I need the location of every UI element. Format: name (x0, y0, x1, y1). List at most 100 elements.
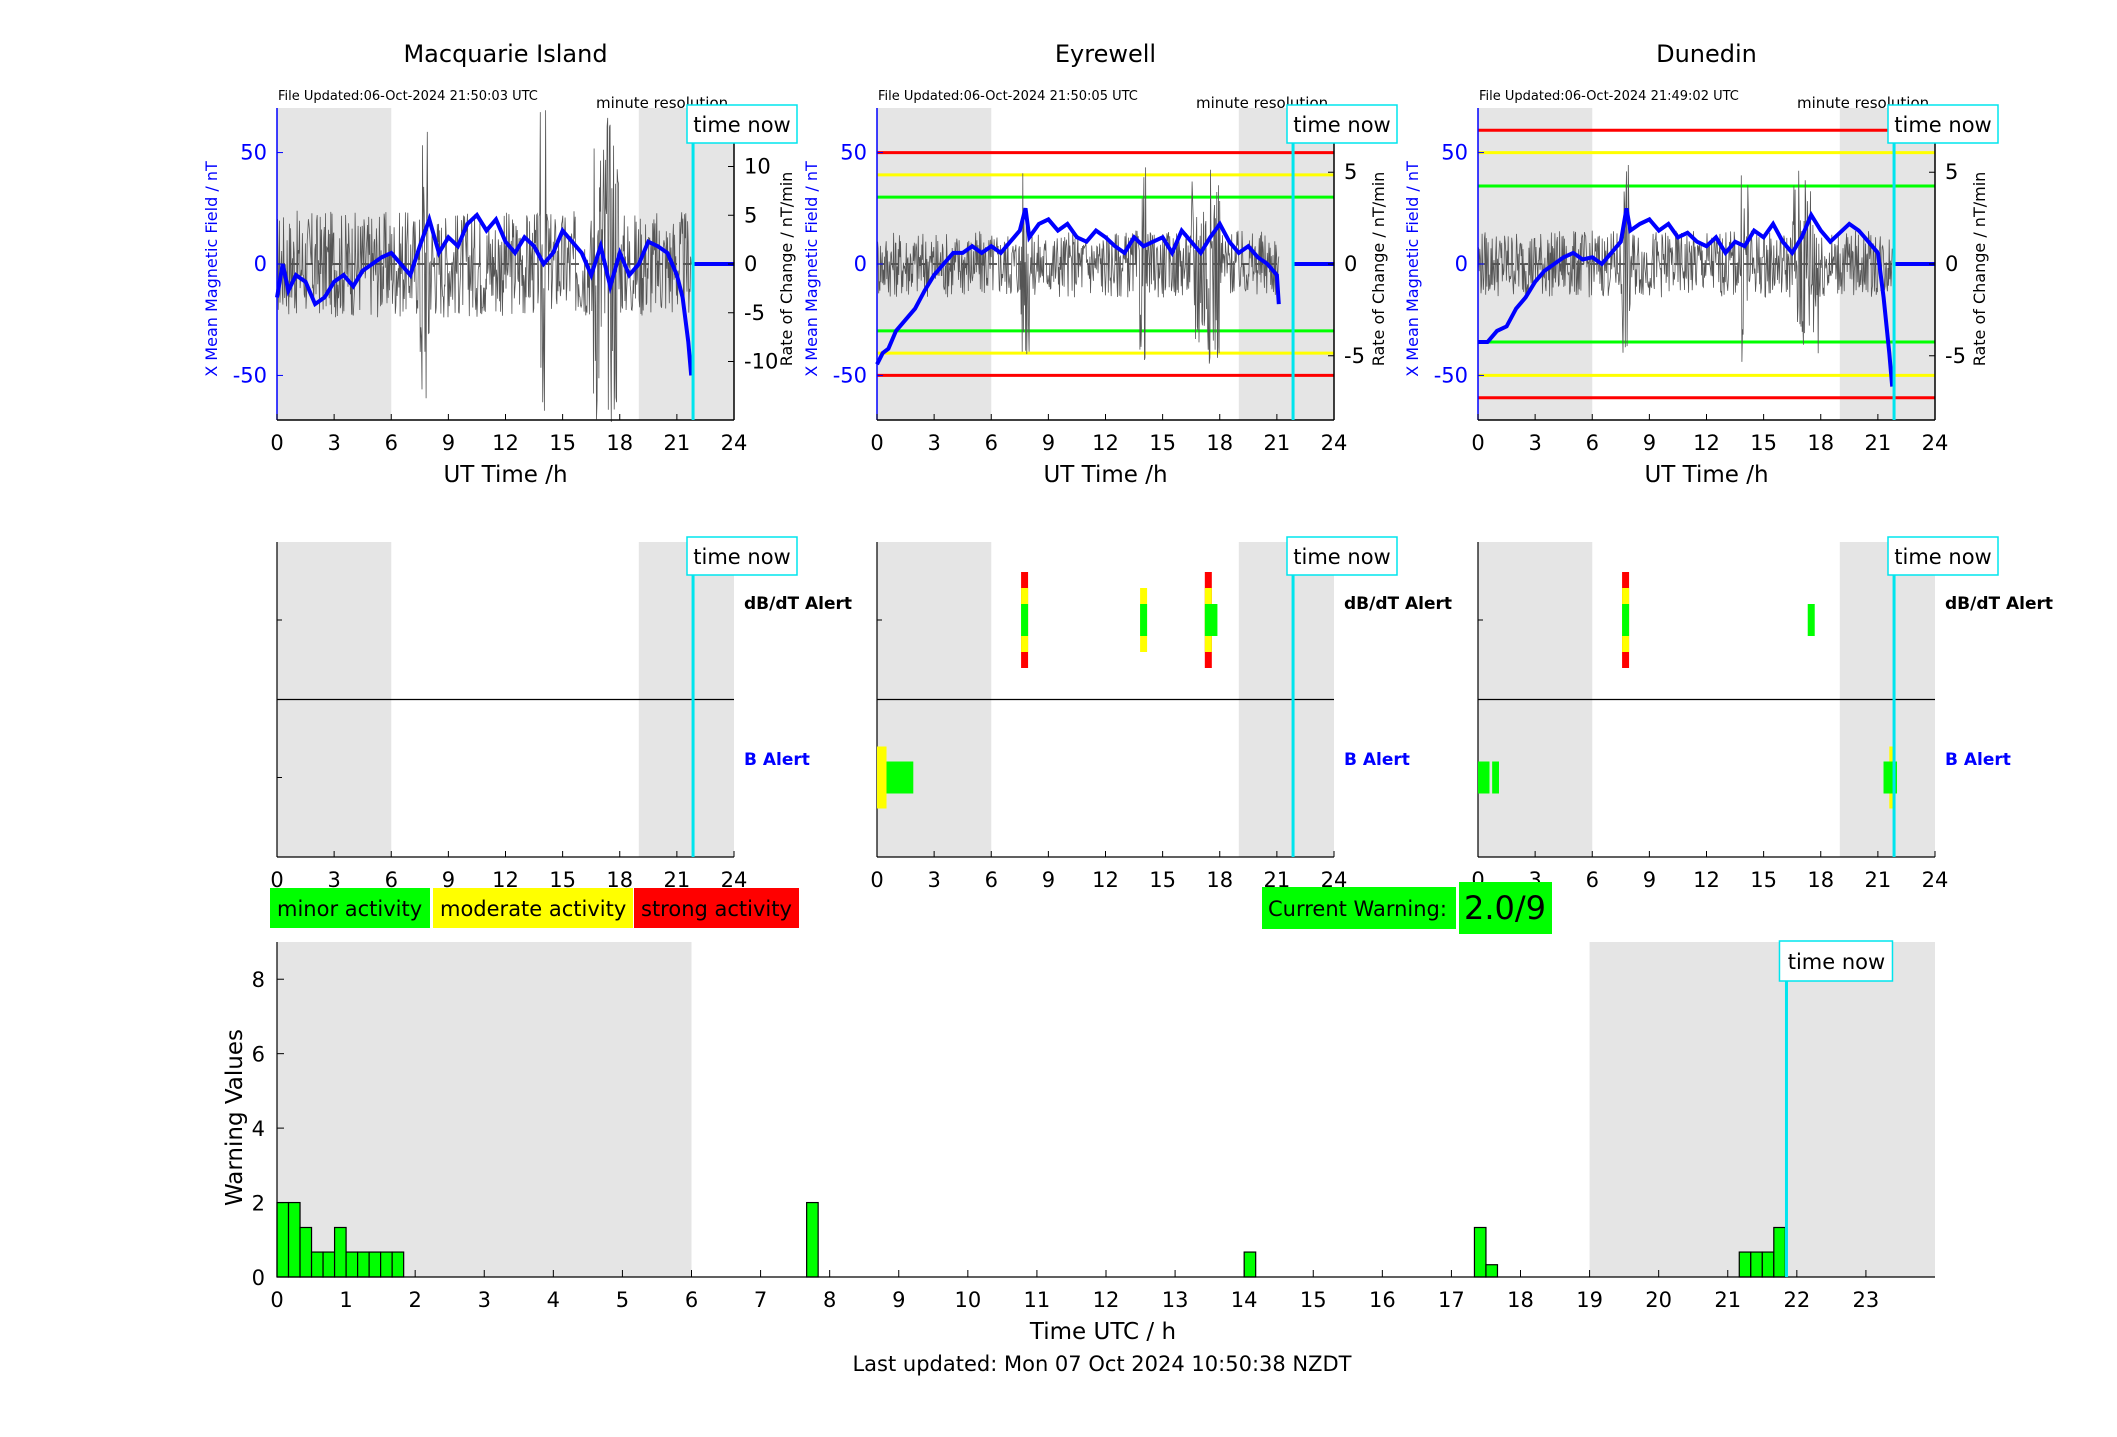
warning-bar (276, 1201, 290, 1278)
left-tick-label: 50 (240, 141, 267, 165)
time-now-label: time now (1293, 113, 1390, 137)
file-updated: File Updated:06-Oct-2024 21:49:02 UTC (1479, 89, 1739, 104)
b-alert-mark (886, 761, 914, 794)
x-axis-label: Time UTC / h (1029, 1319, 1176, 1345)
warning-bar (310, 1251, 324, 1278)
warning-bar (1761, 1251, 1775, 1278)
warning-bar (391, 1251, 405, 1278)
time-now-label: time now (1894, 113, 1991, 137)
x-tick-label: 18 (1507, 1288, 1534, 1312)
warning-bar (1243, 1251, 1257, 1278)
x-tick-label: 5 (616, 1288, 629, 1312)
time-now-label: time now (693, 113, 790, 137)
db-alert-mark (1204, 572, 1218, 668)
y-tick-label: 4 (252, 1117, 265, 1141)
warning-bar (333, 1226, 347, 1278)
x-tick-label: 19 (1576, 1288, 1603, 1312)
x-tick-label: 17 (1438, 1288, 1465, 1312)
x-tick-label: 6 (985, 868, 998, 892)
right-tick-label: -5 (744, 301, 765, 325)
warning-bar (287, 1201, 301, 1278)
x-tick-label: 16 (1369, 1288, 1396, 1312)
left-tick-label: -50 (1434, 363, 1468, 387)
time-now-label: time now (1894, 545, 1991, 569)
left-tick-label: -50 (233, 363, 267, 387)
x-tick-label: 20 (1645, 1288, 1672, 1312)
left-y-label: X Mean Magnetic Field / nT (202, 161, 221, 377)
alert-minor-segment (1021, 604, 1029, 636)
db-alert-mark (1622, 572, 1630, 668)
warning-bar (345, 1251, 359, 1278)
x-tick-label: 23 (1853, 1288, 1880, 1312)
time-now-box (1887, 104, 1999, 144)
x-tick-label: 24 (721, 431, 748, 455)
x-tick-label: 15 (1149, 868, 1176, 892)
station-title: Eyrewell (1055, 40, 1156, 68)
file-updated: File Updated:06-Oct-2024 21:50:05 UTC (878, 89, 1138, 104)
warning-bar (368, 1251, 382, 1278)
x-tick-label: 0 (870, 868, 883, 892)
station-title: Dunedin (1656, 40, 1757, 68)
right-tick-label: -5 (1945, 344, 1966, 368)
x-tick-label: 21 (1264, 431, 1291, 455)
warning-bar (322, 1251, 336, 1278)
b-alert-mark (1478, 761, 1490, 794)
field-series-line (275, 211, 694, 376)
alert-minor-segment (1204, 604, 1218, 636)
right-tick-label: 5 (744, 203, 757, 227)
x-tick-label: 12 (1092, 868, 1119, 892)
time-now-box (1778, 940, 1894, 982)
time-now-box (686, 104, 798, 144)
db-alert-mark (1807, 604, 1815, 636)
db-alert-mark (1021, 572, 1029, 668)
b-alert-mark (1492, 761, 1499, 794)
b-alert-mark (877, 746, 887, 809)
x-tick-label: 21 (1865, 431, 1892, 455)
x-tick-label: 0 (270, 1288, 283, 1312)
x-tick-label: 12 (1693, 431, 1720, 455)
y-axis-label: Warning Values (222, 1029, 248, 1206)
alert-minor-segment (1807, 604, 1815, 636)
db-alert-label: dB/dT Alert (1344, 594, 1452, 614)
db-alert-mark (1140, 588, 1148, 652)
x-tick-label: 15 (1300, 1288, 1327, 1312)
left-tick-label: -50 (833, 363, 867, 387)
current-warning-value: 2.0/9 (1464, 889, 1546, 927)
x-tick-label: 2 (408, 1288, 421, 1312)
x-tick-label: 9 (442, 431, 455, 455)
left-tick-label: 50 (840, 141, 867, 165)
x-tick-label: 0 (270, 431, 283, 455)
legend-swatch-strong (634, 888, 799, 928)
right-tick-label: 5 (1344, 160, 1357, 184)
rate-of-change-trace (1477, 164, 1893, 362)
right-tick-label: 5 (1945, 160, 1958, 184)
x-tick-label: 3 (927, 431, 940, 455)
x-tick-label: 9 (1042, 868, 1055, 892)
current-warning-label: Current Warning: (1268, 897, 1447, 921)
warning-bar (1773, 1226, 1786, 1278)
warning-bar (1750, 1251, 1763, 1278)
right-y-label: Rate of Change / nT/min (1369, 172, 1388, 367)
x-tick-label: 7 (754, 1288, 767, 1312)
legend-label-strong: strong activity (641, 897, 792, 921)
right-tick-label: 0 (1945, 252, 1958, 276)
left-y-label: X Mean Magnetic Field / nT (1403, 161, 1422, 377)
x-tick-label: 6 (1586, 868, 1599, 892)
alert-minor-segment (1622, 604, 1630, 636)
rate-of-change-trace (276, 110, 692, 423)
current-warning: Current Warning: 2.0/9 (1262, 882, 1552, 934)
right-y-label: Rate of Change / nT/min (777, 172, 796, 367)
time-now-box (1286, 536, 1398, 576)
x-tick-label: 6 (385, 868, 398, 892)
warning-bar (1738, 1251, 1752, 1278)
right-y-label: Rate of Change / nT/min (1970, 172, 1989, 367)
x-tick-label: 21 (664, 431, 691, 455)
